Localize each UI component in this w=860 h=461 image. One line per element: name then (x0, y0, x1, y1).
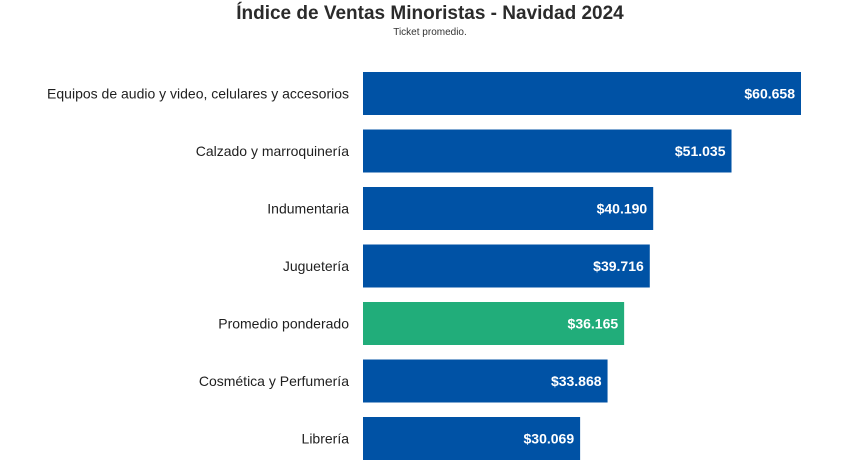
value-label: $36.165 (568, 316, 619, 332)
value-label: $40.190 (597, 201, 648, 217)
value-label: $30.069 (524, 431, 575, 447)
bar (363, 72, 801, 115)
category-label: Indumentaria (267, 201, 349, 217)
category-label: Librería (302, 431, 350, 447)
bar (363, 129, 732, 173)
value-label: $33.868 (551, 373, 602, 389)
bar (363, 187, 654, 230)
bar (363, 244, 650, 288)
category-label: Calzado y marroquinería (196, 143, 350, 159)
bar (363, 359, 608, 403)
bar-highlight (363, 302, 625, 345)
value-label: $51.035 (675, 143, 726, 159)
category-label: Juguetería (283, 258, 349, 274)
value-label: $39.716 (593, 258, 644, 274)
category-label: Cosmética y Perfumería (199, 373, 349, 389)
chart-subtitle: Ticket promedio. (393, 27, 467, 38)
bar (363, 417, 581, 460)
chart-title: Índice de Ventas Minoristas - Navidad 20… (236, 3, 624, 24)
value-label: $60.658 (744, 86, 795, 102)
category-label: Promedio ponderado (218, 316, 349, 332)
category-label: Equipos de audio y video, celulares y ac… (47, 86, 349, 102)
